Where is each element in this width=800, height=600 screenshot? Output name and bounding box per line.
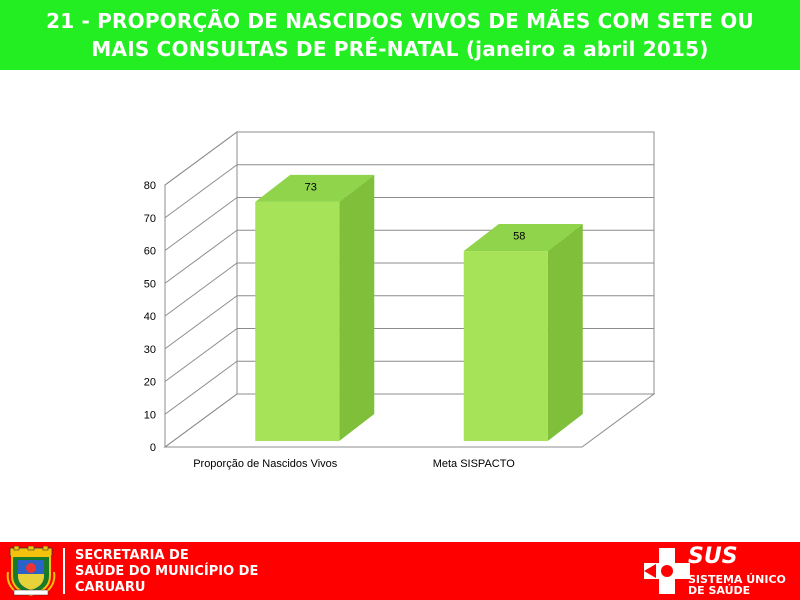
y-tick-label-70: 70 xyxy=(144,213,156,225)
y-tick-label-20: 20 xyxy=(144,377,156,389)
sus-subtitle-line-2: DE SAÚDE xyxy=(688,584,751,597)
gridline-side-50 xyxy=(164,229,238,284)
gridline-side-60 xyxy=(164,197,238,251)
gridline-side-80 xyxy=(164,131,238,186)
y-axis-ticks: 0 10 20 30 40 50 60 70 80 xyxy=(144,180,156,454)
page-header: 21 - PROPORÇÃO DE NASCIDOS VIVOS DE MÃES… xyxy=(0,0,800,70)
caruaru-coat-of-arms-icon xyxy=(6,545,56,597)
page-footer: SECRETARIA DE SAÚDE DO MUNICÍPIO DE CARU… xyxy=(0,542,800,600)
y-tick-label-60: 60 xyxy=(144,246,156,258)
footer-divider xyxy=(63,548,65,594)
secretaria-line-2: SAÚDE DO MUNICÍPIO DE xyxy=(75,564,259,579)
category-labels: Proporção de Nascidos Vivos Meta SISPACTO xyxy=(193,458,515,470)
bar-side-face-0 xyxy=(339,174,375,442)
chart-bars xyxy=(255,174,583,442)
gridline-side-30 xyxy=(164,295,238,350)
y-tick-label-0: 0 xyxy=(150,442,156,454)
bar-1 xyxy=(463,224,583,441)
secretaria-line-3: CARUARU xyxy=(75,580,146,595)
gridline-side-10 xyxy=(164,360,238,415)
category-label-0: Proporção de Nascidos Vivos xyxy=(193,458,338,470)
page-title-line-1: 21 - PROPORÇÃO DE NASCIDOS VIVOS DE MÃES… xyxy=(46,9,754,33)
category-label-1: Meta SISPACTO xyxy=(433,458,516,470)
bar-top-face-0 xyxy=(255,174,375,202)
y-tick-label-80: 80 xyxy=(144,180,156,192)
bar-chart: 0 10 20 30 40 50 60 70 80 73 58 Proporção de Nasc… xyxy=(0,70,800,540)
bar-0 xyxy=(255,174,375,442)
secretaria-line-1: SECRETARIA DE xyxy=(75,548,189,563)
sus-logo: SUS SISTEMA ÚNICO DE SAÚDE xyxy=(642,542,800,600)
data-label-1: 58 xyxy=(513,231,525,243)
bar-top-face-1 xyxy=(463,224,583,252)
sus-subtitle-line-1: SISTEMA ÚNICO xyxy=(688,573,786,586)
page-title-line-2: MAIS CONSULTAS DE PRÉ-NATAL (janeiro a a… xyxy=(91,37,709,61)
chart-floor xyxy=(163,393,656,448)
gridline-side-20 xyxy=(164,328,238,382)
bar-front-face-0 xyxy=(255,201,340,441)
y-tick-label-30: 30 xyxy=(144,344,156,356)
bar-front-face-1 xyxy=(463,251,548,441)
bar-side-face-1 xyxy=(547,224,583,441)
sus-subtitle: SISTEMA ÚNICO DE SAÚDE xyxy=(688,574,786,596)
y-tick-label-40: 40 xyxy=(144,311,156,323)
gridline-side-40 xyxy=(164,262,238,317)
data-labels: 73 58 xyxy=(305,181,526,242)
sus-name: SUS xyxy=(688,544,738,569)
y-tick-label-10: 10 xyxy=(144,409,156,421)
data-label-0: 73 xyxy=(305,181,317,193)
chart-svg: 0 10 20 30 40 50 60 70 80 73 58 Proporção de Nasc… xyxy=(144,131,656,470)
sus-cross-icon xyxy=(642,546,692,596)
y-tick-label-50: 50 xyxy=(144,278,156,290)
gridline-side-70 xyxy=(164,164,238,219)
secretaria-text: SECRETARIA DE SAÚDE DO MUNICÍPIO DE CARU… xyxy=(75,548,258,596)
